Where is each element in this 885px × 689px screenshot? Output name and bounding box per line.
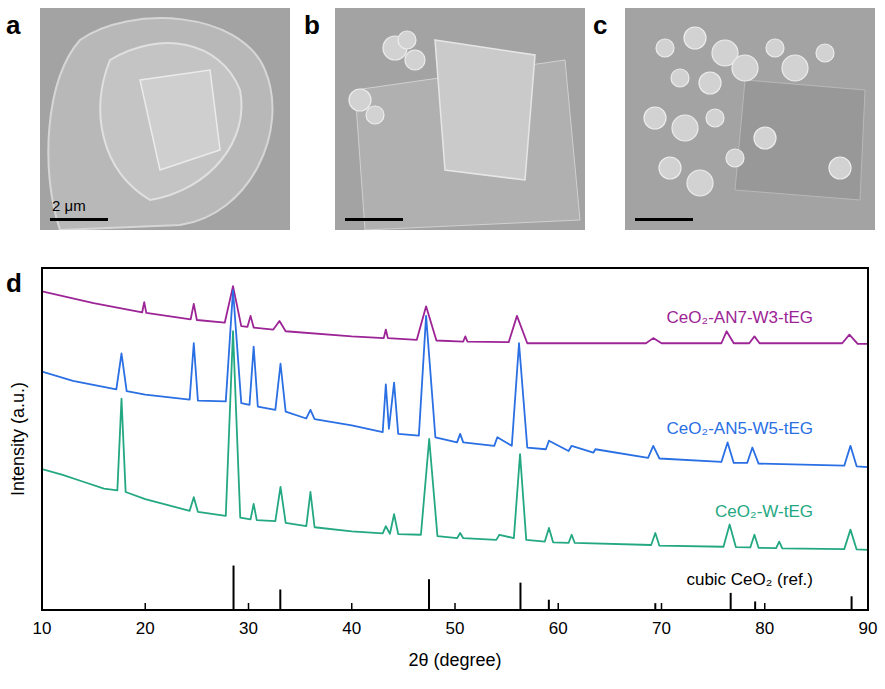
- reference-stick: [233, 566, 235, 610]
- x-axis-title: 2θ (degree): [408, 650, 501, 670]
- x-tick-label: 20: [136, 619, 155, 638]
- sem-image: [335, 8, 585, 230]
- x-tick: [454, 603, 456, 610]
- sphere: [732, 55, 758, 81]
- panel-letter: d: [6, 268, 22, 298]
- x-tick-label: 70: [652, 619, 671, 638]
- sem-image: [625, 8, 875, 230]
- sphere: [754, 127, 776, 149]
- x-tick: [145, 603, 147, 610]
- x-tick-label: 90: [859, 619, 878, 638]
- reference-stick: [654, 603, 656, 610]
- xrd-pattern: [42, 286, 868, 344]
- sem-image: [40, 8, 290, 230]
- sem-background: [40, 8, 290, 230]
- x-tick-label: 60: [549, 619, 568, 638]
- scale-bar-label: 2 μm: [52, 197, 86, 214]
- plot-frame: [42, 268, 868, 610]
- sphere: [706, 109, 724, 127]
- reference-stick: [428, 579, 430, 610]
- sphere: [829, 157, 851, 179]
- reference-stick: [754, 601, 756, 610]
- sphere: [816, 44, 834, 62]
- x-tick: [661, 603, 663, 610]
- sphere: [349, 89, 371, 111]
- sphere: [726, 149, 744, 167]
- sphere: [766, 39, 784, 57]
- y-axis-title: Intensity (a.u.): [8, 382, 28, 496]
- sphere: [671, 69, 689, 87]
- sem-background: [335, 8, 585, 230]
- flake: [48, 18, 272, 230]
- sphere: [398, 31, 416, 49]
- flake: [140, 70, 220, 170]
- sphere: [366, 106, 384, 124]
- xrd-pattern: [42, 331, 868, 550]
- x-tick-label: 80: [755, 619, 774, 638]
- panel-letter: c: [593, 10, 607, 40]
- panel-letter: a: [6, 10, 21, 40]
- reference-stick: [279, 589, 281, 610]
- sphere: [699, 72, 721, 94]
- sphere: [687, 170, 713, 196]
- x-tick-label: 30: [239, 619, 258, 638]
- flake: [435, 40, 535, 180]
- reference-stick: [730, 593, 732, 610]
- sphere: [659, 157, 681, 179]
- x-tick: [558, 603, 560, 610]
- x-tick: [351, 603, 353, 610]
- scale-bar: [345, 218, 403, 221]
- sphere: [684, 27, 706, 49]
- x-tick: [41, 603, 43, 610]
- sphere: [672, 115, 698, 141]
- sphere: [656, 39, 674, 57]
- x-tick-label: 40: [342, 619, 361, 638]
- xrd-pattern: [42, 290, 868, 467]
- series-label: CeO₂-AN7-W3-tEG: [667, 308, 813, 327]
- sphere: [644, 107, 666, 129]
- series-label: CeO₂-W-tEG: [715, 502, 813, 521]
- x-tick-label: 50: [446, 619, 465, 638]
- x-tick: [764, 603, 766, 610]
- x-tick: [248, 603, 250, 610]
- sem-background: [625, 8, 875, 230]
- figure: 2 μm a b c d 10 20 30 40 50 60 70 80 90 2θ (degree) Int…: [0, 0, 885, 689]
- scale-bar: [635, 218, 693, 221]
- flake: [100, 43, 241, 200]
- scale-bar: [50, 218, 108, 221]
- plot-marks: [42, 286, 868, 610]
- series-label: cubic CeO₂ (ref.): [686, 570, 813, 589]
- x-tick-label: 10: [33, 619, 52, 638]
- sheet: [735, 80, 865, 200]
- sphere: [782, 55, 808, 81]
- reference-stick: [519, 583, 521, 610]
- reference-stick: [851, 596, 853, 610]
- x-tick: [867, 603, 869, 610]
- panel-letter: b: [304, 10, 320, 40]
- sphere: [405, 50, 425, 70]
- series-label: CeO₂-AN5-W5-tEG: [667, 419, 813, 438]
- reference-stick: [548, 600, 550, 610]
